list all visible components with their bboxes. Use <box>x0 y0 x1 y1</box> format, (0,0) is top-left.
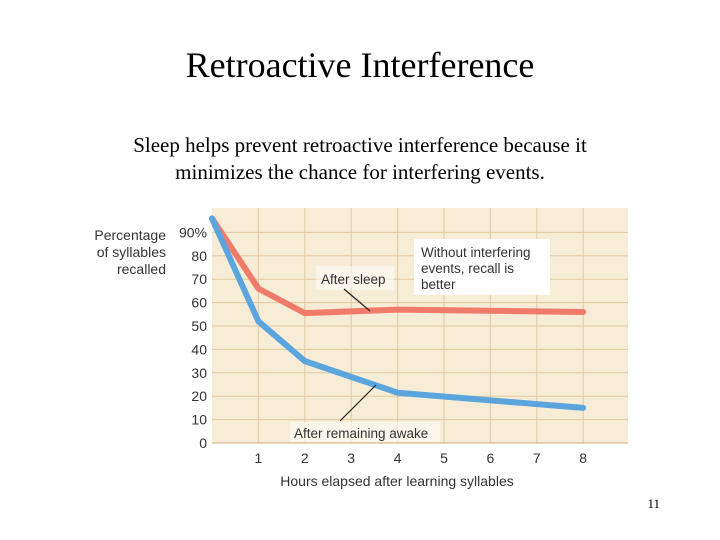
x-tick-label: 3 <box>347 450 355 466</box>
y-tick-label: 0 <box>199 435 207 451</box>
y-tick-label: 20 <box>191 388 207 404</box>
x-tick-label: 5 <box>440 450 448 466</box>
x-tick-label: 1 <box>255 450 263 466</box>
page-number: 11 <box>647 496 660 511</box>
x-tick-label: 6 <box>487 450 495 466</box>
y-tick-label: 60 <box>191 295 207 311</box>
series-lines <box>209 215 587 411</box>
y-tick-label: 30 <box>191 365 207 381</box>
y-tick-label: 10 <box>191 412 207 428</box>
after-sleep-pointer <box>343 288 371 312</box>
y-tick-label: 90% <box>179 224 207 240</box>
y-tick-label: 50 <box>191 318 207 334</box>
x-tick-label: 2 <box>301 450 309 466</box>
x-tick-label: 8 <box>579 450 587 466</box>
callout-box: Without interfering events, recall is be… <box>414 239 550 295</box>
after-awake-pointer <box>339 384 377 422</box>
y-axis-label-line: recalled <box>117 261 166 277</box>
y-axis-label-line: Percentage <box>94 227 166 243</box>
after-sleep-label-bg <box>316 266 394 290</box>
y-axis-label-line: of syllables <box>97 244 166 260</box>
y-tick-label: 70 <box>191 271 207 287</box>
after-awake-label-bg <box>290 422 440 442</box>
x-tick-label: 4 <box>394 450 402 466</box>
slide-subtitle: Sleep helps prevent retroactive interfer… <box>60 132 660 186</box>
y-tick-labels: 0 10 20 30 40 50 60 70 80 90% <box>179 224 207 451</box>
y-tick-label: 80 <box>191 248 207 264</box>
after-awake-annotation: After remaining awake <box>290 384 440 442</box>
x-tick-label: 7 <box>533 450 541 466</box>
after-sleep-label: After sleep <box>321 272 386 287</box>
grid <box>212 208 628 444</box>
callout-line-2: events, recall is <box>421 261 514 276</box>
callout-line-1: Without interfering <box>421 245 531 260</box>
y-tick-label: 40 <box>191 341 207 357</box>
after-sleep-annotation: After sleep <box>316 266 394 312</box>
callout-background <box>414 239 550 295</box>
slide-title: Retroactive Interference <box>185 45 535 85</box>
after-awake-label: After remaining awake <box>294 426 428 441</box>
subtitle-line-1: Sleep helps prevent retroactive interfer… <box>133 133 587 157</box>
callout-line-3: better <box>421 277 456 292</box>
series-line-after-awake <box>209 215 587 411</box>
subtitle-line-2: minimizes the chance for interfering eve… <box>175 160 545 184</box>
x-tick-labels: 1 2 3 4 5 6 7 8 <box>255 450 588 466</box>
x-axis-label: Hours elapsed after learning syllables <box>280 473 513 489</box>
series-line-after-sleep <box>209 215 587 317</box>
